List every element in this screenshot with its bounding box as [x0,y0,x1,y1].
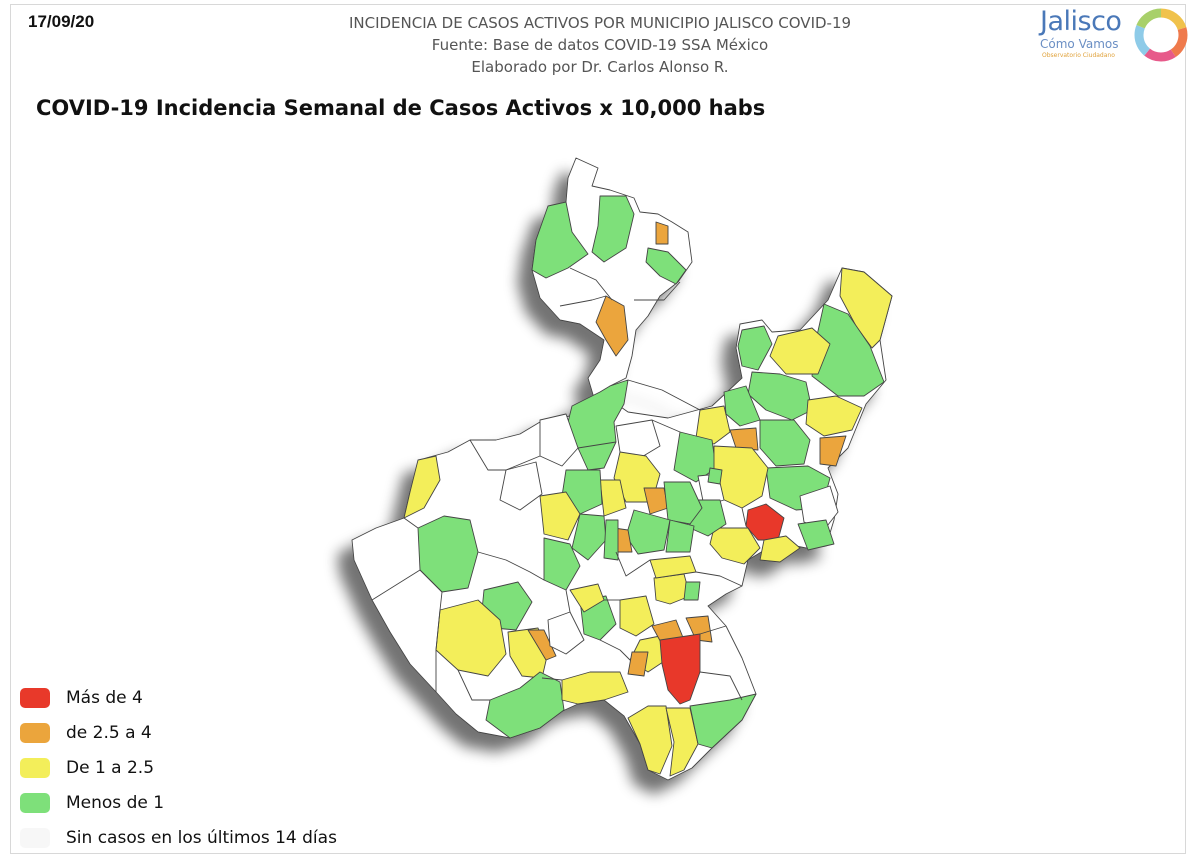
legend-label: De 1 a 2.5 [66,758,155,778]
legend-swatch [20,723,50,743]
legend-label: Menos de 1 [66,793,165,813]
municipality [569,267,613,301]
municipality [659,633,701,705]
legend-label: Más de 4 [66,688,143,708]
municipality [689,693,757,749]
municipality [759,535,801,563]
municipality [627,379,701,411]
municipality [805,395,863,437]
municipality [599,479,627,517]
municipality [531,201,589,279]
municipality [477,551,545,581]
jalisco-logo: Jalisco Cómo Vamos Observatorio Ciudadan… [1036,4,1196,66]
municipality [741,507,747,527]
municipality [565,589,571,613]
municipality [707,467,723,485]
municipality [655,221,669,245]
municipality [499,461,543,511]
legend-swatch [20,758,50,778]
logo-tagline: Observatorio Ciudadano [1042,52,1115,59]
municipality [539,413,579,467]
municipality [699,671,743,701]
municipality [759,419,811,467]
header: INCIDENCIA DE CASOS ACTIVOS POR MUNICIPI… [300,12,900,78]
legend-item: de 2.5 a 4 [20,721,420,747]
municipality [683,581,701,601]
legend-swatch [20,793,50,813]
municipality [634,281,681,301]
municipality [435,599,507,677]
header-source: Fuente: Base de datos COVID-19 SSA Méxic… [431,36,769,54]
municipality [695,571,743,587]
municipality [819,435,847,467]
municipality [797,519,835,551]
logo-ring-icon [1134,8,1188,62]
legend-swatch [20,828,50,848]
legend-item: Sin casos en los últimos 14 días [20,826,420,852]
legend-label: Sin casos en los últimos 14 días [66,828,337,848]
logo-name: Jalisco [1040,6,1122,37]
municipality [695,405,731,445]
municipality [615,419,661,459]
municipality [747,371,813,421]
municipality [699,625,727,635]
municipality [769,327,831,375]
legend-label: de 2.5 a 4 [66,723,152,743]
logo-subtitle: Cómo Vamos [1040,37,1119,51]
municipality [737,325,773,371]
figure-frame [10,4,1186,854]
municipality [591,195,635,263]
municipality [457,669,490,701]
municipality [561,671,629,705]
legend-item: Más de 4 [20,686,420,712]
municipality [651,419,681,433]
municipality [527,629,557,661]
municipality [547,611,585,655]
municipality [403,455,441,519]
municipality [723,385,761,427]
municipality [541,677,563,681]
municipality [627,651,649,677]
municipality [615,551,651,577]
municipality [619,595,655,637]
municipality [799,485,839,531]
map-title: COVID-19 Incidencia Semanal de Casos Act… [36,96,766,120]
legend-item: Menos de 1 [20,791,420,817]
municipality [485,671,565,739]
municipality [571,513,607,561]
municipality [469,439,506,471]
municipality [685,615,713,643]
legend-swatch [20,688,50,708]
municipality [709,527,761,565]
municipality [371,569,443,692]
municipality [403,517,419,529]
municipality [603,519,619,561]
header-title: INCIDENCIA DE CASOS ACTIVOS POR MUNICIPI… [348,14,852,32]
municipality [839,267,893,349]
municipality [663,481,703,525]
municipality [645,247,687,285]
legend-item: De 1 a 2.5 [20,756,420,782]
municipality [595,295,629,357]
municipality [505,455,541,471]
municipality [665,519,695,553]
date-label: 17/09/20 [28,12,95,31]
municipality [729,427,759,451]
municipality [577,441,617,449]
municipality [599,639,631,661]
header-author: Elaborado por Dr. Carlos Alonso R. [471,58,729,76]
municipality [559,295,607,307]
municipality [543,537,581,591]
municipality [539,491,581,541]
